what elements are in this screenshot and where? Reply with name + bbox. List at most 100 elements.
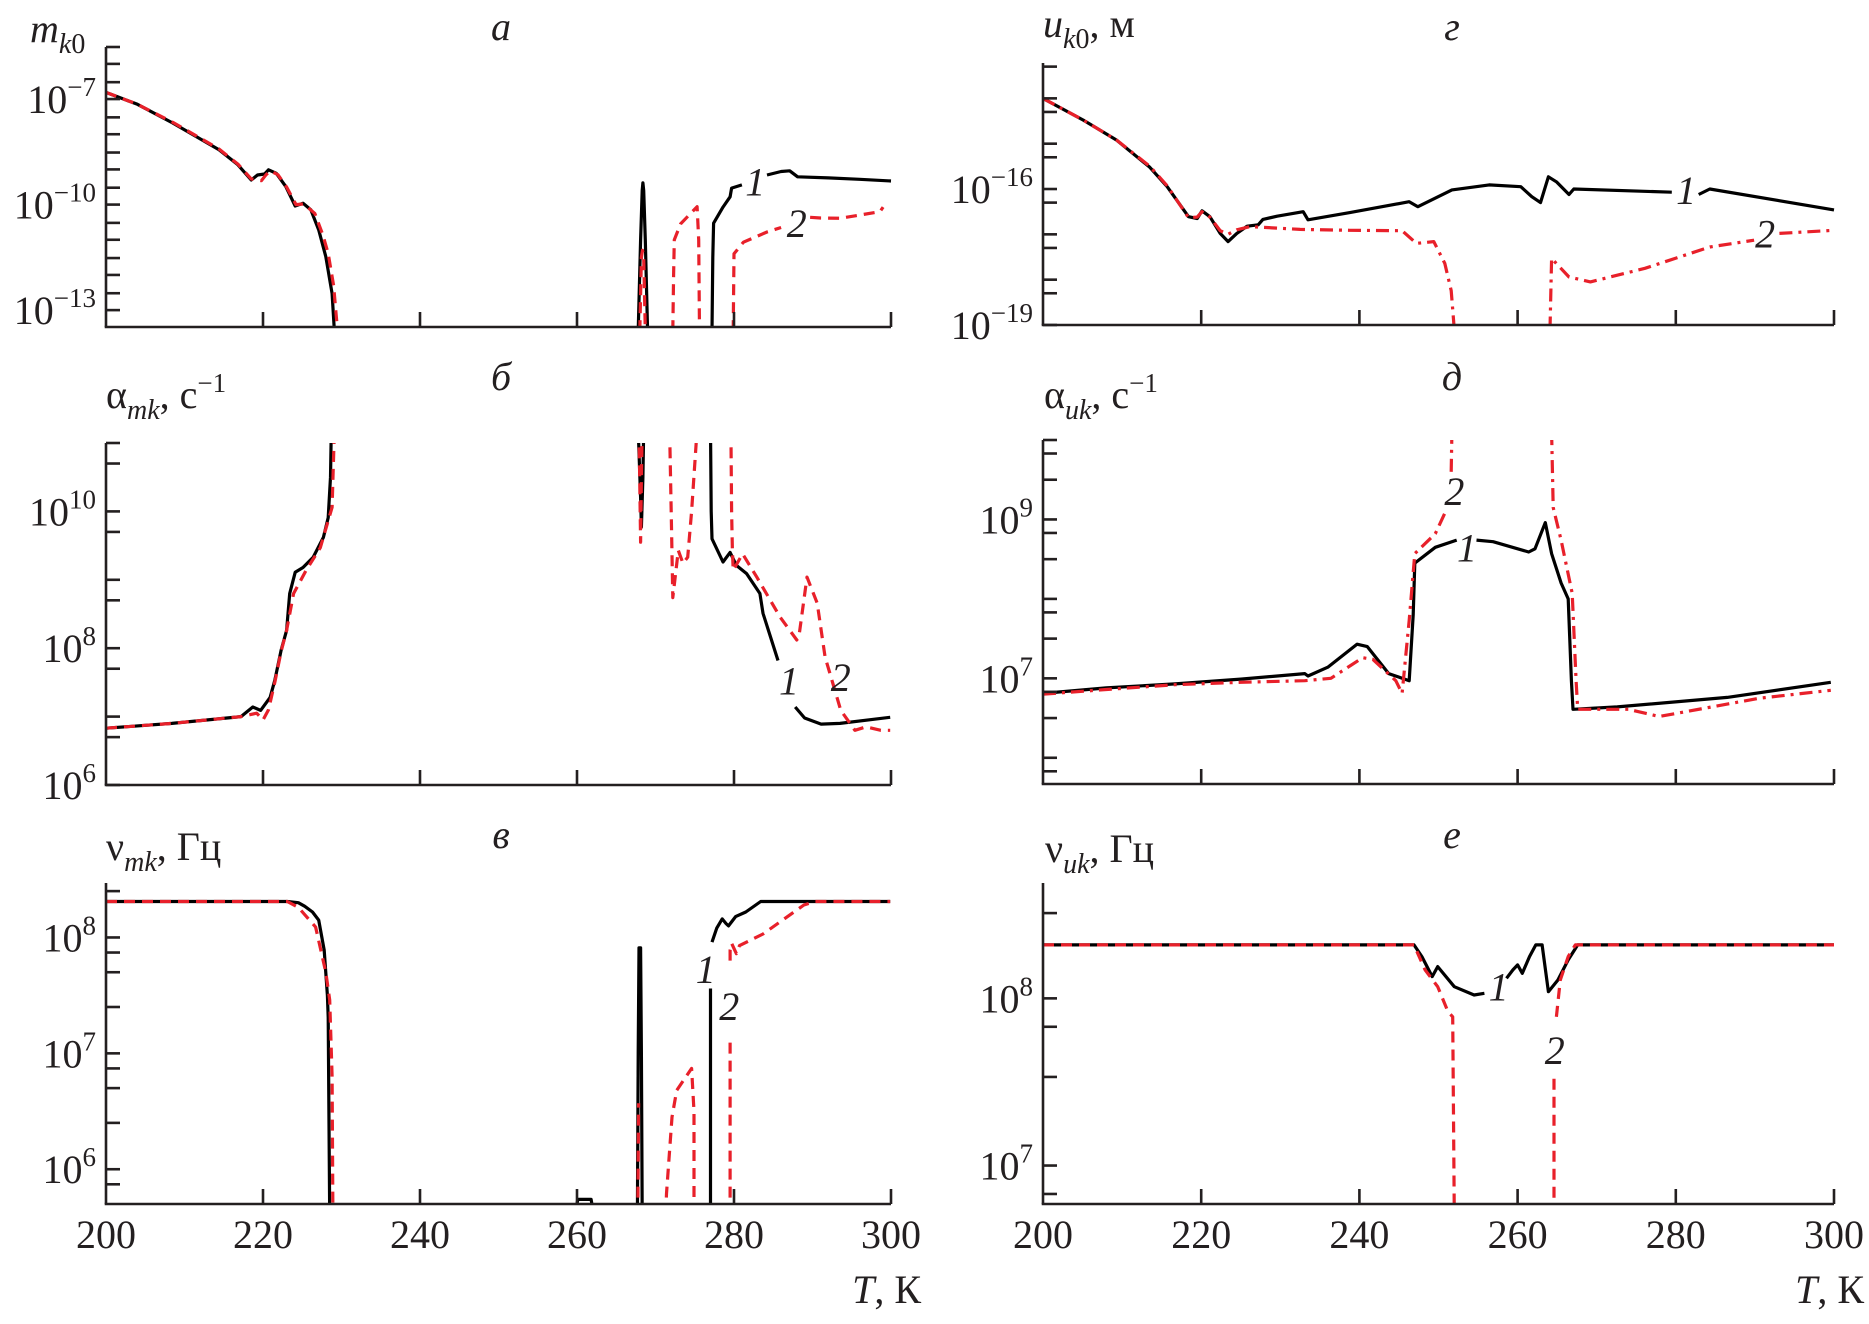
y-tick-label: 10−13 bbox=[14, 283, 96, 333]
y-axis-symbol: ν bbox=[1045, 826, 1063, 871]
y-axis-unit-exponent: −1 bbox=[197, 368, 226, 398]
y-tick-label-base: 10 bbox=[951, 167, 991, 212]
x-tick-label: 260 bbox=[547, 1212, 607, 1257]
x-tick-label: 300 bbox=[861, 1212, 921, 1257]
x-tick-label: 300 bbox=[1804, 1212, 1864, 1257]
y-tick-label-exponent: 7 bbox=[1020, 1139, 1034, 1169]
panel-letter: г bbox=[1444, 4, 1460, 49]
plot-area bbox=[106, 899, 891, 1204]
x-tick-label: 280 bbox=[1646, 1212, 1706, 1257]
x-tick-label: 200 bbox=[76, 1212, 136, 1257]
y-tick-label-exponent: 8 bbox=[1020, 971, 1034, 1001]
y-tick-label-exponent: −19 bbox=[991, 298, 1033, 328]
y-tick-label-exponent: 7 bbox=[83, 1026, 97, 1056]
series-1 bbox=[1043, 943, 1834, 997]
series-2-line-segment bbox=[1043, 943, 1456, 1204]
y-tick-label-exponent: 6 bbox=[83, 758, 97, 788]
series-2-line-segment bbox=[1449, 440, 1454, 472]
y-tick-label: 108 bbox=[43, 621, 97, 671]
x-tick-label: 240 bbox=[390, 1212, 450, 1257]
panel-letter: в bbox=[492, 812, 509, 857]
y-axis-subscript: mk bbox=[124, 847, 157, 878]
y-axis-title: αuk, с−1 bbox=[1044, 368, 1158, 426]
series-2-line-segment bbox=[637, 443, 644, 544]
x-tick-label: 200 bbox=[1013, 1212, 1073, 1257]
series-1 bbox=[106, 443, 891, 730]
series-2-line-segment bbox=[1779, 228, 1835, 235]
y-axis-unit: , Гц bbox=[157, 824, 222, 869]
y-axis-title: αmk, с−1 bbox=[106, 368, 226, 426]
series-2-line-segment bbox=[1554, 943, 1834, 1017]
y-tick-label: 10−10 bbox=[14, 178, 96, 228]
y-tick-label-base: 10 bbox=[14, 288, 54, 333]
y-axis-symbol: α bbox=[106, 372, 127, 417]
y-tick-label-exponent: −10 bbox=[54, 178, 96, 208]
series-2-line-segment bbox=[106, 443, 336, 730]
y-axis-symbol: u bbox=[1043, 1, 1063, 46]
series-1-line-segment bbox=[710, 899, 891, 943]
series-2 bbox=[106, 899, 891, 1204]
curve-label-2: 2 bbox=[787, 201, 807, 246]
series-1-line-segment bbox=[1043, 538, 1458, 695]
series-1-line-segment bbox=[637, 443, 646, 529]
plot-area bbox=[1043, 440, 1832, 719]
series-2-line-segment bbox=[636, 1103, 641, 1204]
x-tick-label: 280 bbox=[704, 1212, 764, 1257]
y-tick-label: 1010 bbox=[29, 484, 96, 534]
y-tick-label-base: 10 bbox=[951, 303, 991, 348]
y-axis-symbol: ν bbox=[106, 824, 124, 869]
y-tick-label-base: 10 bbox=[980, 497, 1020, 542]
y-tick-label-exponent: 7 bbox=[1020, 651, 1034, 681]
y-axis-title: νuk, Гц bbox=[1045, 826, 1154, 880]
y-axis-unit: , м bbox=[1089, 1, 1134, 46]
y-tick-label: 107 bbox=[43, 1026, 97, 1076]
y-tick-label-base: 10 bbox=[43, 1147, 83, 1192]
series-1 bbox=[1043, 96, 1835, 244]
curve-label-2: 2 bbox=[1755, 211, 1775, 256]
series-2 bbox=[1043, 96, 1835, 325]
curve-label-1: 1 bbox=[1489, 965, 1509, 1010]
series-2-line-segment bbox=[731, 225, 782, 327]
y-tick-label-base: 10 bbox=[29, 489, 69, 534]
series-1-line-segment bbox=[106, 443, 333, 730]
y-tick-label-base: 10 bbox=[14, 183, 54, 228]
plot-area bbox=[1043, 96, 1835, 325]
series-1 bbox=[106, 899, 891, 1204]
y-tick-label-exponent: 6 bbox=[83, 1142, 97, 1172]
x-axis-unit: , К bbox=[874, 1267, 921, 1312]
y-axis-unit: , с bbox=[1091, 372, 1129, 417]
series-2 bbox=[106, 443, 891, 732]
y-tick-label: 107 bbox=[980, 651, 1034, 701]
y-tick-label-exponent: 8 bbox=[83, 910, 97, 940]
y-tick-label-exponent: −7 bbox=[67, 72, 96, 102]
series-1-line-segment bbox=[1043, 96, 1672, 244]
y-axis-subscript-digit: 0 bbox=[1075, 24, 1089, 55]
y-tick-label-base: 10 bbox=[43, 763, 83, 808]
y-axis-title: mk0 bbox=[30, 6, 85, 60]
series-2-line-segment bbox=[809, 206, 885, 220]
series-2-line-segment bbox=[106, 90, 339, 327]
y-axis-subscript: k bbox=[1063, 24, 1076, 55]
series-2-line-segment bbox=[638, 248, 647, 327]
series-1-line-segment bbox=[106, 90, 336, 327]
y-tick-label: 10−7 bbox=[27, 72, 96, 122]
y-axis-subscript: uk bbox=[1063, 849, 1090, 880]
x-tick-label: 220 bbox=[1171, 1212, 1231, 1257]
y-axis-subscript: k bbox=[59, 29, 72, 60]
y-axis-subscript: mk bbox=[127, 395, 160, 426]
series-1-line-segment bbox=[709, 443, 780, 661]
series-1-line-segment bbox=[1476, 520, 1832, 711]
series-1-line-segment bbox=[793, 705, 891, 726]
x-axis-unit: , К bbox=[1817, 1267, 1864, 1312]
series-2 bbox=[1043, 943, 1834, 1204]
y-tick-label-base: 10 bbox=[43, 915, 83, 960]
series-1-line-segment bbox=[635, 946, 644, 1204]
series-2-line-segment bbox=[106, 899, 335, 1204]
series-2-line-segment bbox=[1043, 510, 1448, 696]
panel-letter: е bbox=[1443, 812, 1461, 857]
y-axis-unit-exponent: −1 bbox=[1129, 368, 1158, 398]
